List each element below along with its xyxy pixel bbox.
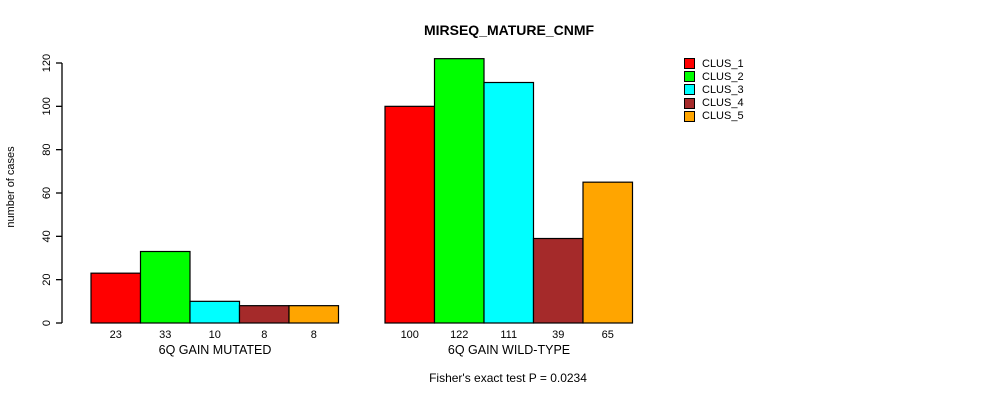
bar-CLUS_4-group1 [532,237,584,324]
bar-CLUS_3-group1 [483,81,535,324]
legend-label-CLUS_1: CLUS_1 [702,57,744,70]
legend-item-CLUS_3: CLUS_3 [684,83,744,96]
bar-value-label: 33 [159,329,171,341]
legend-label-CLUS_4: CLUS_4 [702,97,744,110]
bar-value-label: 8 [311,329,317,341]
y-tick-label: 0 [41,320,53,326]
legend: CLUS_1 CLUS_2 CLUS_3 CLUS_4 CLUS_5 [684,57,744,123]
y-tick-label: 60 [41,187,53,199]
bar-value-label: 8 [261,329,267,341]
legend-swatch-CLUS_4 [684,97,695,109]
fisher-test-annotation: Fisher's exact test P = 0.0234 [429,371,587,385]
bar-value-label: 23 [110,329,122,341]
bar-CLUS_2-group0 [139,250,191,324]
legend-item-CLUS_2: CLUS_2 [684,70,744,83]
chart-title: MIRSEQ_MATURE_CNMF [423,22,595,38]
bar-CLUS_3-group0 [189,300,241,324]
legend-swatch-CLUS_1 [684,58,695,70]
y-tick-label: 40 [41,230,53,242]
category-label-mutated: 6Q GAIN MUTATED [158,343,272,357]
y-axis-label: number of cases [5,146,17,228]
legend-swatch-CLUS_3 [684,84,695,96]
bar-value-label: 65 [602,329,614,341]
legend-item-CLUS_4: CLUS_4 [684,97,744,110]
legend-label-CLUS_3: CLUS_3 [702,83,744,96]
bar-CLUS_2-group1 [433,58,485,324]
legend-item-CLUS_1: CLUS_1 [684,57,744,70]
bar-CLUS_1-group0 [90,272,142,324]
legend-label-CLUS_2: CLUS_2 [702,70,744,83]
bar-value-label: 111 [500,329,517,341]
bar-value-label: 100 [401,329,419,341]
legend-swatch-CLUS_5 [684,110,695,122]
bar-value-label: 122 [450,329,468,341]
y-tick-label: 120 [41,54,53,72]
legend-item-CLUS_5: CLUS_5 [684,110,744,123]
y-tick-label: 20 [41,274,53,286]
bar-CLUS_1-group1 [384,105,436,324]
legend-swatch-CLUS_2 [684,71,695,83]
y-tick-label: 100 [41,97,53,115]
category-label-wildtype: 6Q GAIN WILD-TYPE [447,343,571,357]
bar-value-label: 10 [209,329,221,341]
y-tick-label: 80 [41,144,53,156]
bar-CLUS_4-group0 [238,305,290,324]
legend-label-CLUS_5: CLUS_5 [702,110,744,123]
bar-CLUS_5-group1 [582,181,634,324]
bar-CLUS_5-group0 [288,305,340,324]
bar-value-label: 39 [552,329,564,341]
